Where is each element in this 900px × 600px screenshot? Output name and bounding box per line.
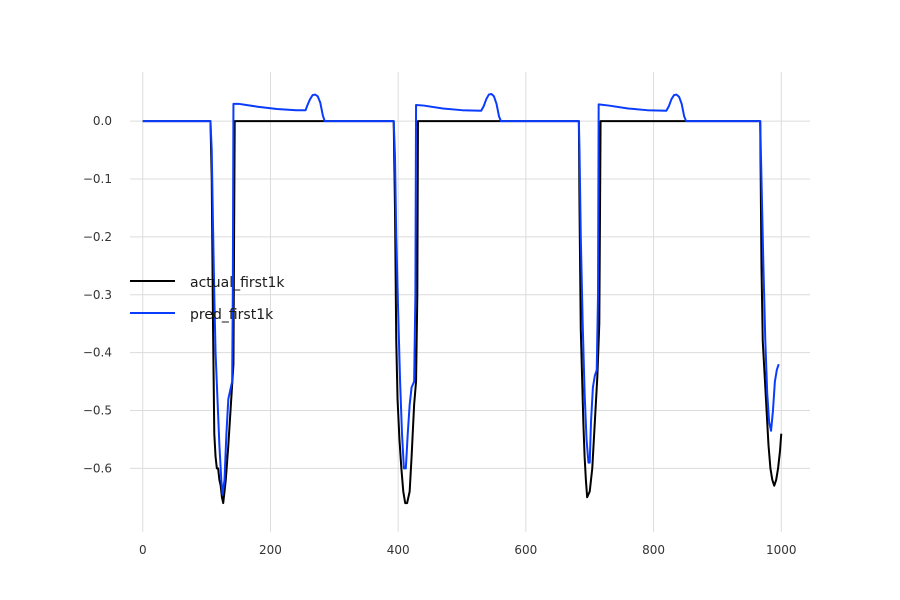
y-tick-label: −0.2 — [83, 230, 112, 244]
x-tick-label: 1000 — [766, 543, 797, 557]
x-tick-label: 800 — [642, 543, 665, 557]
legend-label-pred_first1k: pred_first1k — [190, 307, 274, 323]
series-lines — [142, 92, 783, 505]
series-line-actual_first1k — [142, 120, 783, 505]
y-tick-label: 0.0 — [93, 114, 112, 128]
y-tick-label: −0.5 — [83, 403, 112, 417]
x-tick-label: 200 — [259, 543, 282, 557]
series-line-pred_first1k — [142, 92, 780, 496]
y-tick-label: −0.3 — [83, 288, 112, 302]
legend: actual_first1k pred_first1k — [130, 275, 285, 323]
y-axis-ticks: 0.0 −0.1 −0.2 −0.3 −0.4 −0.5 −0.6 — [83, 114, 112, 475]
y-tick-label: −0.4 — [83, 346, 112, 360]
grid-lines — [130, 72, 810, 532]
y-tick-label: −0.1 — [83, 172, 112, 186]
x-axis-ticks: 0 200 400 600 800 1000 — [139, 543, 797, 557]
x-tick-label: 600 — [514, 543, 537, 557]
legend-label-actual_first1k: actual_first1k — [190, 275, 285, 291]
x-tick-label: 0 — [139, 543, 147, 557]
y-tick-label: −0.6 — [83, 461, 112, 475]
x-tick-label: 400 — [387, 543, 410, 557]
